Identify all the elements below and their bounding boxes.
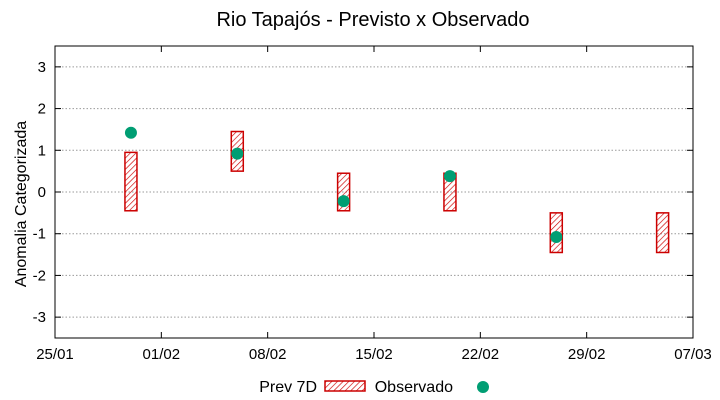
y-tick-label: -2	[33, 267, 46, 284]
observed-point	[337, 195, 350, 208]
y-axis-label: Anomalia Categorizada	[13, 121, 30, 287]
forecast-range-bar	[124, 151, 138, 212]
axis-ticks	[54, 46, 694, 338]
y-tick-label: 1	[38, 142, 46, 159]
x-tick-label: 25/01	[36, 346, 74, 363]
legend-swatch-forecast	[324, 380, 366, 392]
legend-label-observed: Observado	[375, 379, 453, 396]
x-tick-label: 22/02	[462, 346, 500, 363]
observed-point	[231, 147, 244, 160]
x-tick-labels: 25/01 01/02 08/02 15/02 22/02 29/02 07/03	[36, 346, 712, 363]
x-tick-label: 15/02	[355, 346, 393, 363]
x-tick-label: 01/02	[143, 346, 181, 363]
y-tick-labels: -3 -2 -1 0 1 2 3	[33, 59, 46, 326]
y-tick-label: -3	[33, 309, 46, 326]
observed-point	[443, 170, 456, 183]
observed-point	[124, 126, 137, 139]
x-tick-label: 29/02	[568, 346, 606, 363]
x-tick-label: 08/02	[249, 346, 287, 363]
observed-point	[550, 231, 563, 244]
legend: Prev 7D Observado	[259, 379, 489, 396]
y-tick-label: 2	[38, 101, 46, 118]
legend-label-forecast: Prev 7D	[259, 379, 317, 396]
observed-points	[124, 126, 563, 244]
y-tick-label: 3	[38, 59, 46, 76]
y-tick-label: -1	[33, 226, 46, 243]
x-tick-label: 07/03	[674, 346, 712, 363]
forecast-range-bar	[655, 212, 670, 254]
legend-marker-observed	[477, 381, 489, 393]
plot-area-frame	[54, 45, 694, 339]
gridlines	[55, 66, 693, 318]
chart-title: Rio Tapajós - Previsto x Observado	[216, 9, 529, 31]
y-tick-label: 0	[38, 184, 46, 201]
